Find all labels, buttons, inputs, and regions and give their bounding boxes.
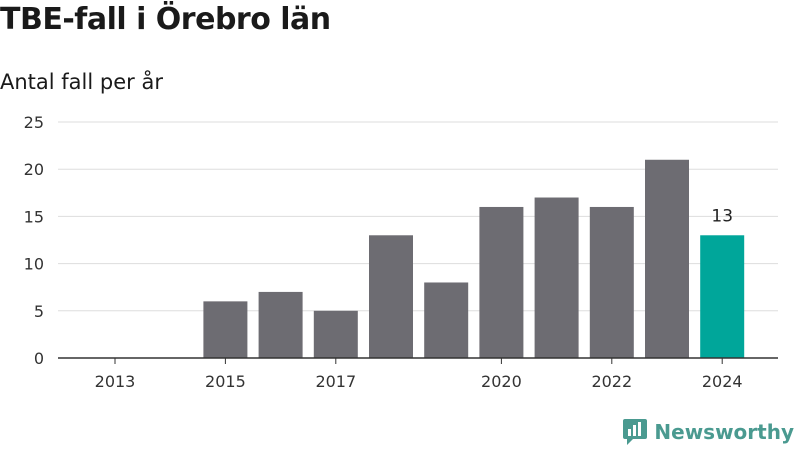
- bar: [203, 301, 248, 358]
- x-tick-label: 2024: [702, 372, 743, 391]
- y-axis: 0 5 10 15 20 25: [24, 113, 44, 368]
- y-tick-label: 25: [24, 113, 44, 132]
- bar: [424, 282, 469, 358]
- y-tick-label: 10: [24, 255, 44, 274]
- chart-title: TBE-fall i Örebro län: [0, 2, 331, 37]
- y-tick-label: 15: [24, 207, 44, 226]
- data-labels: 13: [711, 206, 733, 226]
- bars: [203, 159, 745, 358]
- brand-logo: Newsworthy: [622, 418, 794, 446]
- y-tick-label: 0: [34, 349, 44, 368]
- brand-name: Newsworthy: [654, 420, 794, 444]
- chart-subtitle: Antal fall per år: [0, 70, 163, 94]
- y-tick-label: 5: [34, 302, 44, 321]
- bar: [589, 206, 634, 358]
- bar: [645, 159, 689, 358]
- bar: [313, 310, 358, 358]
- y-tick-label: 20: [24, 160, 44, 179]
- x-tick-label: 2020: [481, 372, 522, 391]
- x-tick-label: 2013: [95, 372, 136, 391]
- x-tick-label: 2017: [315, 372, 356, 391]
- data-label: 13: [711, 206, 733, 226]
- bar: [534, 197, 579, 358]
- bar: [700, 235, 745, 358]
- x-tick-label: 2015: [205, 372, 246, 391]
- x-tick-label: 2022: [591, 372, 632, 391]
- x-axis: 2013 2015 2017 2020 2022 2024: [58, 357, 778, 391]
- bar: [369, 235, 413, 358]
- bar: [479, 206, 524, 358]
- newsworthy-logo-icon: [623, 419, 648, 445]
- bar: [258, 291, 303, 358]
